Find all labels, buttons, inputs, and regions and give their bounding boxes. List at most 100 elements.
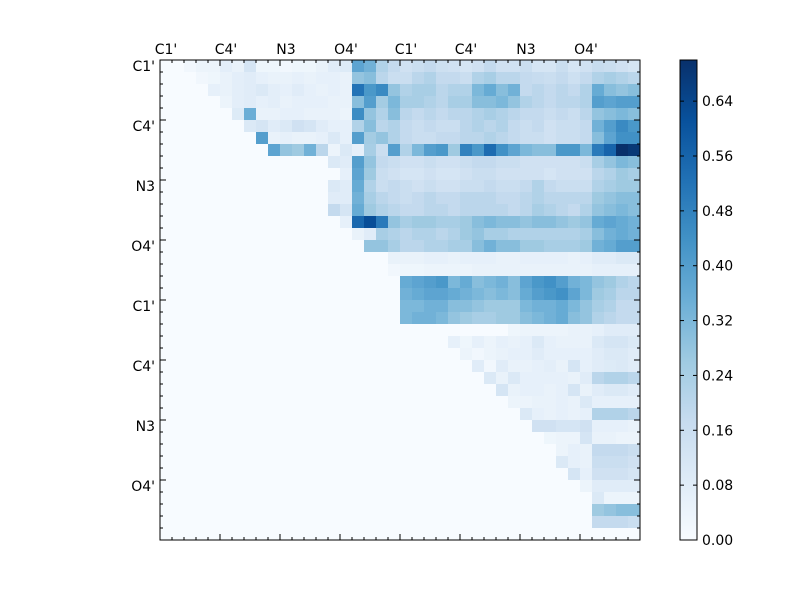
heatmap-cell [472,384,485,397]
heatmap-cell [352,492,365,505]
heatmap-cell [472,120,485,133]
heatmap-cell [304,372,317,385]
x-tick-labels: C1' C4' N3 O4' C1' C4' N3 O4' [155,42,598,58]
heatmap-cell [472,144,485,157]
heatmap-cell [376,72,389,85]
heatmap-cell [160,468,173,481]
heatmap-cell [532,288,545,301]
heatmap-cell [556,384,569,397]
heatmap-cell [268,432,281,445]
heatmap-cell [328,312,341,325]
heatmap-cell [388,456,401,469]
heatmap-cell [604,492,617,505]
heatmap-cell [316,528,329,541]
heatmap-cell [520,120,533,133]
heatmap-cell [220,108,233,121]
heatmap-cell [412,180,425,193]
x-tick-label: C1' [395,42,418,58]
heatmap-cell [244,228,257,241]
heatmap-cell [448,144,461,157]
heatmap-cell [220,480,233,493]
heatmap-cell [316,276,329,289]
heatmap-cell [448,504,461,517]
heatmap-cell [244,60,257,73]
heatmap-cell [532,264,545,277]
heatmap-cell [484,492,497,505]
heatmap-cell [160,324,173,337]
heatmap-cell [364,456,377,469]
heatmap-cell [376,228,389,241]
heatmap-cell [604,300,617,313]
heatmap-cell [328,408,341,421]
heatmap-cell [412,480,425,493]
heatmap-cell [268,312,281,325]
heatmap-cell [460,72,473,85]
heatmap-cell [604,156,617,169]
heatmap-cell [232,468,245,481]
heatmap-cell [304,492,317,505]
heatmap-cell [448,480,461,493]
heatmap-cell [412,228,425,241]
heatmap-cell [400,420,413,433]
heatmap-cell [496,432,509,445]
heatmap-cell [400,384,413,397]
heatmap-cell [352,276,365,289]
heatmap-cell [340,312,353,325]
heatmap-cell [280,240,293,253]
heatmap-cell [508,228,521,241]
heatmap-cell [220,156,233,169]
heatmap-cell [592,240,605,253]
heatmap-cell [496,84,509,97]
heatmap-cell [304,96,317,109]
heatmap-cell [604,324,617,337]
heatmap-cell [244,420,257,433]
heatmap-cell [160,84,173,97]
heatmap-cell [352,396,365,409]
heatmap-cell [592,420,605,433]
heatmap-cell [496,192,509,205]
heatmap-cell [544,324,557,337]
heatmap-cell [316,420,329,433]
heatmap-cell [328,504,341,517]
heatmap-cell [340,348,353,361]
heatmap-cell [388,204,401,217]
heatmap-cell [436,252,449,265]
heatmap-cell [268,372,281,385]
heatmap-cell [508,276,521,289]
heatmap-cell [616,108,629,121]
heatmap-cell [280,312,293,325]
heatmap-cell [340,144,353,157]
heatmap-cell [208,276,221,289]
heatmap-cell [316,60,329,73]
heatmap-cell [628,168,641,181]
heatmap-cell [316,444,329,457]
heatmap-cell [400,444,413,457]
heatmap-cell [496,384,509,397]
heatmap-cell [448,348,461,361]
heatmap-cell [568,96,581,109]
heatmap-cell [328,84,341,97]
heatmap-cell [220,252,233,265]
heatmap-cell [544,372,557,385]
heatmap-cell [232,300,245,313]
heatmap-cell [460,156,473,169]
heatmap-cell [472,204,485,217]
heatmap-cell [424,516,437,529]
heatmap-cell [352,384,365,397]
heatmap-cell [556,420,569,433]
heatmap-cell [592,108,605,121]
heatmap-cell [352,108,365,121]
heatmap-cell [424,504,437,517]
heatmap-cell [544,276,557,289]
heatmap-cell [388,192,401,205]
heatmap-cell [376,432,389,445]
heatmap-cell [316,456,329,469]
heatmap-cell [424,72,437,85]
heatmap-cell [448,456,461,469]
heatmap-cell [556,180,569,193]
heatmap-cell [592,168,605,181]
heatmap-cell [268,492,281,505]
heatmap-cell [412,84,425,97]
heatmap-cell [424,492,437,505]
heatmap-cell [256,408,269,421]
